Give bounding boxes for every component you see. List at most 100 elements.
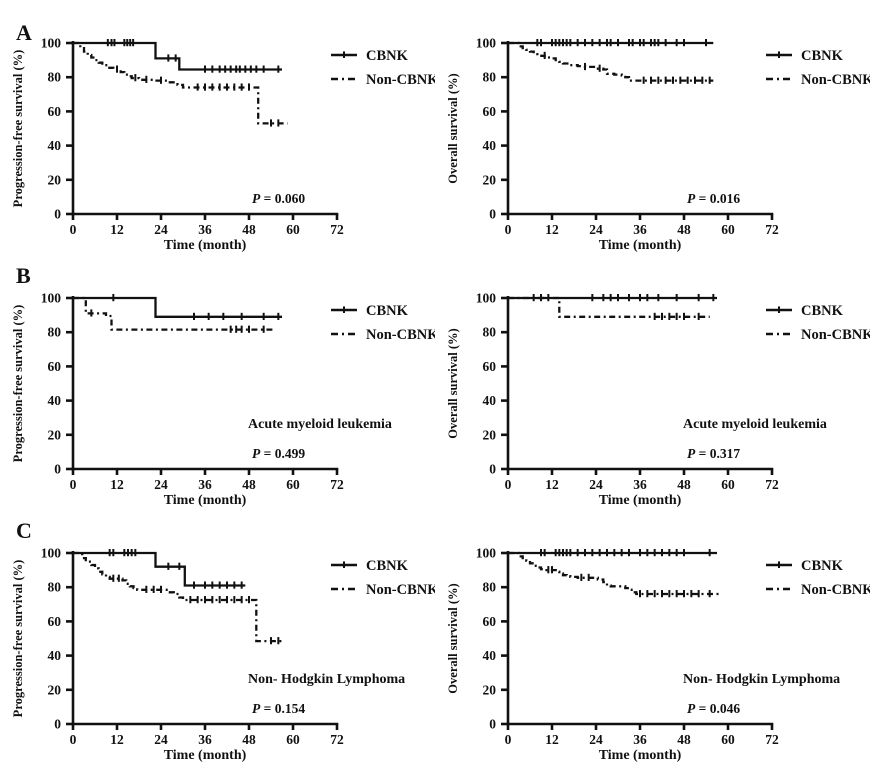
y-tick-label: 60	[483, 104, 497, 119]
y-tick-label: 60	[48, 359, 62, 374]
legend: CBNK Non-CBNK	[766, 303, 870, 343]
censor-marks-cbnk	[108, 549, 243, 589]
axes	[501, 551, 774, 730]
panel-row-a: A 0 12 24 36 48 60 72 0 20 40 60 80 100 Time (month) P…	[0, 0, 870, 256]
x-tick-label: 36	[633, 477, 647, 492]
censor-marks-non-cbnk	[547, 566, 711, 598]
x-tick-label: 24	[589, 477, 603, 492]
x-axis-title: Time (month)	[164, 748, 247, 763]
y-tick-label: 0	[489, 207, 496, 222]
censor-marks-non-cbnk	[112, 574, 280, 645]
survival-curve-non-cbnk	[508, 41, 714, 82]
legend-label: Non-CBNK	[366, 582, 435, 598]
legend-label: Non-CBNK	[801, 582, 870, 598]
x-axis-title: Time (month)	[599, 748, 682, 763]
x-tick-label: 36	[633, 732, 647, 747]
x-axis-title: Time (month)	[599, 238, 682, 253]
disease-annotation: Non- Hodgkin Lymphoma	[248, 672, 405, 687]
legend-label: CBNK	[366, 303, 409, 319]
censor-marks-non-cbnk	[90, 309, 265, 333]
y-tick-label: 20	[48, 172, 62, 187]
y-tick-label: 20	[48, 682, 62, 697]
legend-label: Non-CBNK	[366, 327, 435, 343]
censor-marks-cbnk	[536, 39, 707, 47]
km-plot-c_pfs: 0 12 24 36 48 60 72 0 20 40 60 80 100 Time (month) Pro…	[11, 546, 439, 764]
y-tick-label: 60	[48, 104, 62, 119]
x-tick-label: 36	[198, 477, 212, 492]
panel-label-a: A	[16, 20, 32, 45]
y-tick-label: 80	[48, 580, 62, 595]
censor-marks-non-cbnk	[653, 312, 700, 321]
y-axis-title: Overall survival (%)	[446, 583, 460, 693]
legend-label: Non-CBNK	[801, 72, 870, 88]
p-value: P = 0.317	[687, 446, 740, 461]
axes	[501, 41, 774, 220]
y-tick-label: 0	[54, 462, 61, 477]
x-tick-label: 12	[545, 222, 559, 237]
x-tick-label: 48	[677, 477, 691, 492]
x-tick-label: 72	[765, 477, 779, 492]
x-axis-title: Time (month)	[164, 493, 247, 508]
y-tick-label: 60	[483, 614, 497, 629]
x-tick-label: 72	[330, 732, 344, 747]
x-tick-label: 0	[505, 732, 512, 747]
p-value: P = 0.016	[687, 191, 740, 206]
y-tick-label: 40	[483, 138, 497, 153]
x-tick-label: 60	[286, 222, 300, 237]
p-value: P = 0.154	[252, 701, 305, 716]
legend-label: CBNK	[801, 303, 844, 319]
p-value: P = 0.046	[687, 701, 740, 716]
x-tick-label: 60	[721, 732, 735, 747]
axes	[66, 296, 339, 475]
x-tick-label: 0	[70, 477, 77, 492]
chart-c-overall-survival: 0 12 24 36 48 60 72 0 20 40 60 80 100 Time (month) Ove…	[435, 510, 870, 766]
p-value: P = 0.499	[252, 446, 305, 461]
panel-label-c: C	[16, 518, 32, 543]
km-plot-a_pfs: 0 12 24 36 48 60 72 0 20 40 60 80 100 Time (month) Pro…	[11, 36, 439, 254]
y-tick-label: 60	[48, 614, 62, 629]
y-tick-label: 40	[483, 393, 497, 408]
x-axis-title: Time (month)	[164, 238, 247, 253]
x-tick-label: 0	[505, 477, 512, 492]
x-tick-label: 48	[677, 222, 691, 237]
y-tick-label: 40	[48, 648, 62, 663]
censor-marks-cbnk	[112, 294, 280, 321]
y-tick-label: 0	[489, 462, 496, 477]
y-tick-label: 20	[48, 427, 62, 442]
y-tick-label: 40	[48, 138, 62, 153]
legend-label: CBNK	[366, 48, 409, 64]
y-tick-label: 80	[48, 70, 62, 85]
y-tick-label: 80	[483, 580, 497, 595]
y-axis-title: Overall survival (%)	[446, 73, 460, 183]
survival-curve-non-cbnk	[73, 551, 284, 643]
y-axis-title: Progression-free survival (%)	[11, 560, 25, 718]
disease-annotation: Non- Hodgkin Lymphoma	[683, 672, 840, 687]
x-tick-label: 12	[110, 477, 124, 492]
y-tick-label: 20	[483, 682, 497, 697]
y-tick-label: 100	[41, 546, 62, 561]
chart-a-overall-survival: 0 12 24 36 48 60 72 0 20 40 60 80 100 Time (month) Ove…	[435, 0, 870, 256]
y-axis-title: Progression-free survival (%)	[11, 50, 25, 208]
y-tick-label: 100	[476, 36, 497, 51]
x-tick-label: 24	[154, 222, 168, 237]
x-tick-label: 0	[70, 732, 77, 747]
x-tick-label: 12	[110, 732, 124, 747]
axes	[66, 551, 339, 730]
chart-a-progression-free-survival: 0 12 24 36 48 60 72 0 20 40 60 80 100 Time (month) Pro…	[0, 0, 439, 256]
x-tick-label: 60	[286, 477, 300, 492]
y-tick-label: 100	[476, 291, 497, 306]
chart-b-overall-survival: 0 12 24 36 48 60 72 0 20 40 60 80 100 Time (month) Ove…	[435, 255, 870, 511]
legend: CBNK Non-CBNK	[331, 48, 439, 88]
legend: CBNK Non-CBNK	[766, 48, 870, 88]
survival-curve-non-cbnk	[73, 41, 288, 125]
x-tick-label: 72	[765, 732, 779, 747]
y-tick-label: 80	[483, 325, 497, 340]
y-tick-label: 100	[41, 291, 62, 306]
x-tick-label: 24	[589, 732, 603, 747]
censor-marks-cbnk	[106, 39, 280, 73]
y-tick-label: 80	[48, 325, 62, 340]
x-tick-label: 24	[589, 222, 603, 237]
x-tick-label: 60	[286, 732, 300, 747]
y-axis-title: Progression-free survival (%)	[11, 305, 25, 463]
panel-label-b: B	[16, 263, 31, 288]
